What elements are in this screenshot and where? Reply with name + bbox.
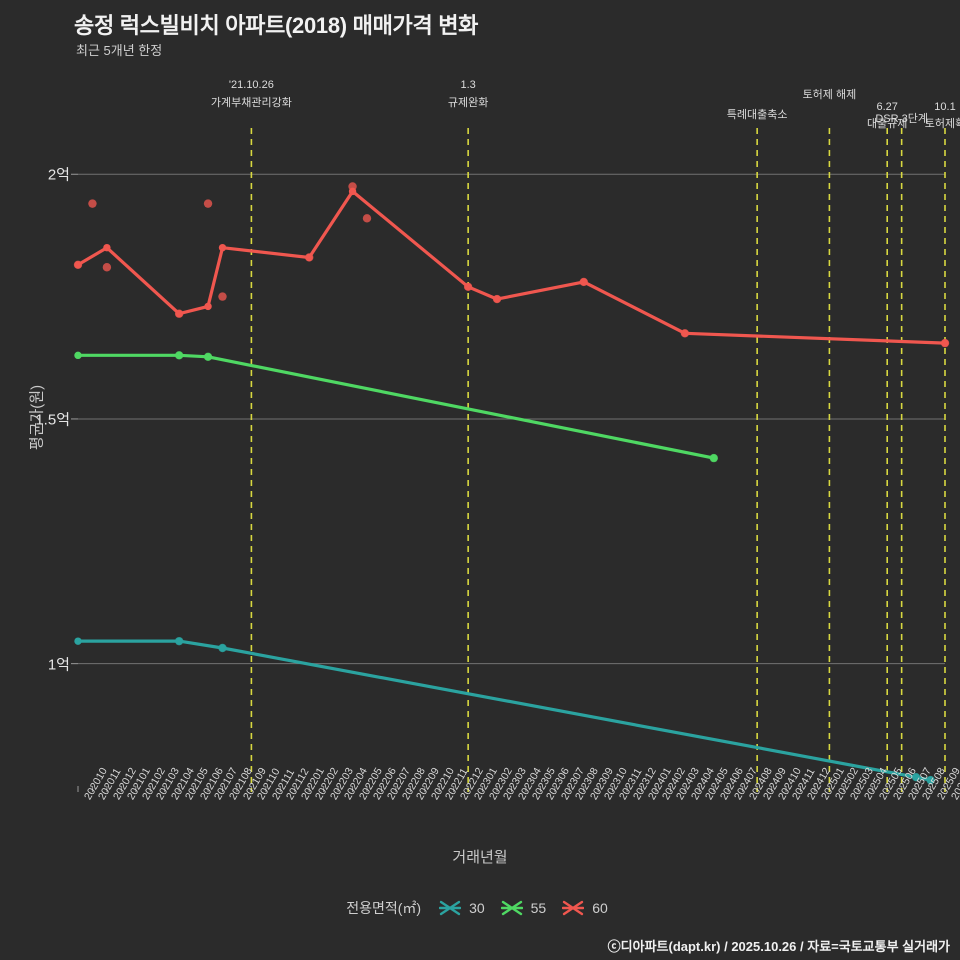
y-axis-title: 평균가(원) xyxy=(28,384,46,451)
legend-stroke xyxy=(563,900,584,916)
legend-marker-icon xyxy=(500,900,523,916)
annotation-name-label: 규제완화 xyxy=(447,97,489,109)
series-line-55 xyxy=(76,353,716,460)
series-marker-60 xyxy=(681,329,689,338)
legend-marker-icon xyxy=(439,900,462,916)
legend-marker-icon xyxy=(562,900,585,916)
series-marker-60 xyxy=(580,278,588,286)
legend-stroke xyxy=(439,900,461,916)
series-marker-55 xyxy=(710,454,718,462)
series-line-60 xyxy=(76,189,947,345)
series-marker-60 xyxy=(175,310,183,318)
annotation-date-label: '21.10.26 xyxy=(228,79,274,91)
annotation-date-label: 1.3 xyxy=(460,79,476,91)
series-marker-60 xyxy=(941,339,949,347)
annotation-name-label: 토허제확 xyxy=(924,118,960,130)
data-point-60 xyxy=(218,292,227,301)
data-point-60 xyxy=(362,214,372,223)
series-marker-30 xyxy=(175,637,183,645)
y-tick-label: 1억 xyxy=(47,656,70,674)
page-subtitle: 최근 5개년 한정 xyxy=(76,43,163,58)
series-marker-55 xyxy=(175,351,183,360)
series-marker-60 xyxy=(348,187,357,196)
series-marker-30 xyxy=(912,773,920,781)
legend-item-55[interactable]: 55 xyxy=(500,899,547,917)
series-marker-60 xyxy=(464,283,472,291)
series-marker-55 xyxy=(74,351,82,360)
legend-item-60[interactable]: 60 xyxy=(562,899,608,917)
annotation-name-label: 토허제 해제 xyxy=(802,89,857,101)
legend-label: 55 xyxy=(530,900,547,916)
annotation-name-label: 대출규제 xyxy=(866,118,908,130)
chart-legend: 전용면적(㎡) 30 55 60 xyxy=(0,898,960,918)
series-marker-60 xyxy=(103,243,111,252)
legend-label: 30 xyxy=(469,900,485,916)
series-marker-30 xyxy=(218,644,227,652)
legend-item-30[interactable]: 30 xyxy=(439,899,485,917)
footer-credit: ⓒ디아파트(dapt.kr) / 2025.10.26 / 자료=국토교통부 실… xyxy=(607,939,950,954)
data-point-60 xyxy=(102,263,112,272)
series-marker-60 xyxy=(218,243,227,252)
annotation-name-label: 특례대출축소 xyxy=(726,109,788,121)
annotation-name-label: 가계부채관리강화 xyxy=(210,97,292,109)
series-marker-60 xyxy=(305,253,313,262)
annotation-date-label: 6.27 xyxy=(876,101,898,113)
y-tick-label: 2억 xyxy=(47,166,70,184)
data-point-60 xyxy=(88,199,97,208)
data-point-60 xyxy=(203,199,213,208)
series-marker-30 xyxy=(926,776,935,784)
legend-stroke xyxy=(501,900,522,916)
series-marker-55 xyxy=(204,353,212,361)
series-marker-60 xyxy=(204,302,212,311)
page-title: 송정 럭스빌비치 아파트(2018) 매매가격 변화 xyxy=(74,13,479,38)
annotation-date-label: 10.1 xyxy=(934,101,956,113)
annotation-name-label: DSR 3단계 xyxy=(875,113,928,125)
series-marker-60 xyxy=(493,295,501,303)
x-axis-tick-labels: 202010 202011 202012 202101 202102 202103 2021… xyxy=(0,0,960,802)
series-marker-30 xyxy=(74,637,82,645)
x-axis-title: 거래년월 xyxy=(452,849,508,866)
legend-label: 60 xyxy=(592,900,608,916)
y-tick-label: 1.5억 xyxy=(35,411,70,429)
series-marker-60 xyxy=(74,261,82,269)
legend-title: 전용면적(㎡) xyxy=(346,900,422,916)
